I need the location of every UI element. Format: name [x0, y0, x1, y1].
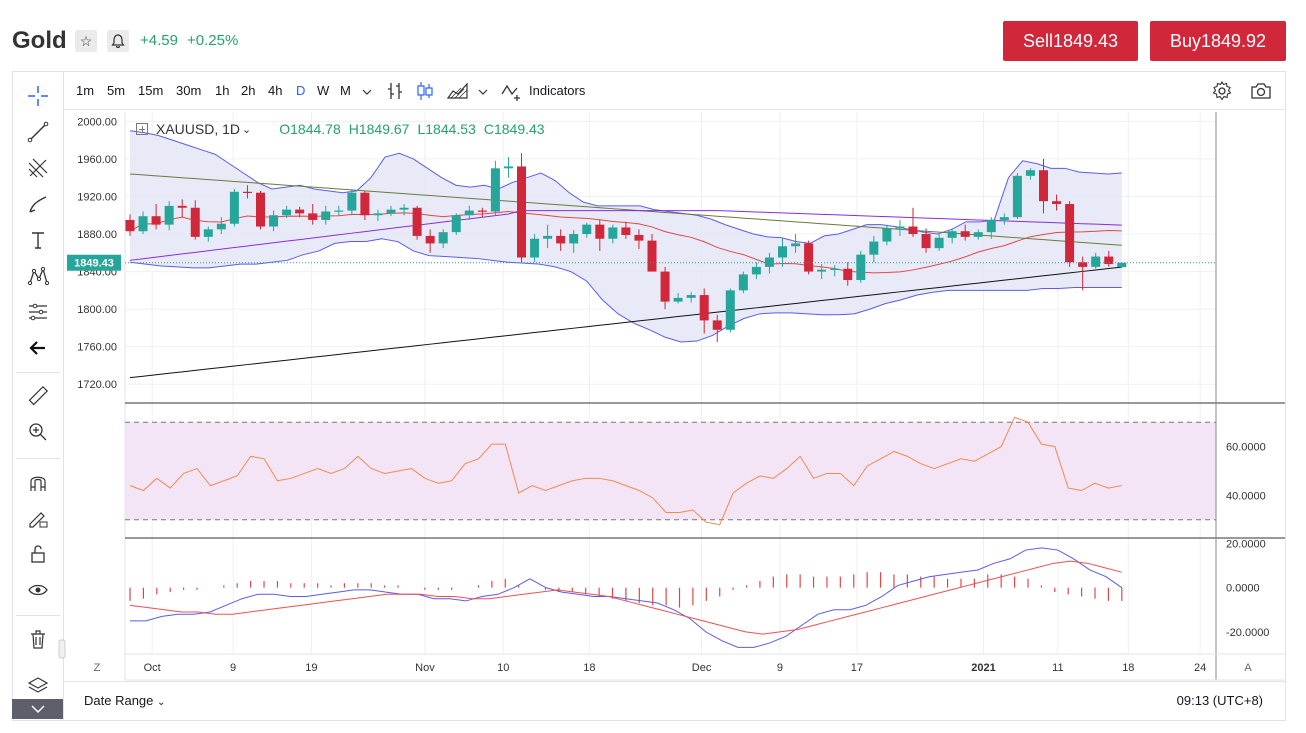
chevron-down-icon: ⌄	[157, 697, 166, 708]
legend-symbol: XAUUSD, 1D	[156, 121, 241, 137]
symbol-title: Gold	[12, 27, 67, 54]
camera-icon[interactable]	[1250, 81, 1272, 106]
legend-low: L1844.53	[417, 121, 476, 137]
chart-legend: XAUUSD, 1D ⌄ O1844.78 H1849.67 L1844.53 …	[136, 121, 545, 137]
buy-price: 1849.92	[1200, 30, 1267, 51]
trend-line-icon[interactable]	[26, 120, 50, 144]
sell-label: Sell	[1022, 30, 1053, 51]
lock-drawing-icon[interactable]	[26, 506, 50, 530]
drawing-toolbar	[12, 72, 64, 720]
change-absolute: +4.59	[140, 32, 178, 49]
pattern-icon[interactable]	[26, 264, 50, 288]
chevron-down-icon[interactable]: ⌄	[242, 123, 252, 136]
header: Gold ☆ +4.59 +0.25% Sell 1849.43 Buy 1849.…	[0, 0, 1306, 70]
magnet-icon[interactable]	[26, 470, 50, 494]
brush-icon[interactable]	[26, 192, 50, 216]
chevron-down-icon[interactable]	[478, 84, 488, 102]
unlock-icon[interactable]	[26, 542, 50, 566]
interval-1m[interactable]: 1m	[76, 83, 95, 98]
gear-icon[interactable]	[1212, 80, 1232, 106]
interval-5m[interactable]: 5m	[107, 83, 126, 98]
collapse-toolbar-button[interactable]	[12, 699, 63, 719]
date-range-button[interactable]: Date Range ⌄	[84, 693, 165, 708]
bar-chart-type-icon[interactable]	[386, 81, 404, 106]
text-icon[interactable]	[26, 228, 50, 252]
expand-legend-icon[interactable]	[136, 123, 148, 135]
indicators-icon[interactable]	[500, 82, 524, 107]
interval-2h[interactable]: 2h	[241, 83, 256, 98]
eye-icon[interactable]	[26, 578, 50, 602]
star-icon[interactable]: ☆	[75, 30, 97, 52]
clock: 09:13 (UTC+8)	[1176, 693, 1263, 708]
interval-m[interactable]: M	[340, 83, 351, 98]
bottom-bar: Date Range ⌄ 09:13 (UTC+8)	[64, 681, 1285, 720]
indicators-button[interactable]: Indicators	[529, 83, 586, 98]
buy-button[interactable]: Buy 1849.92	[1150, 21, 1286, 61]
chart-frame	[12, 71, 1286, 721]
legend-close: C1849.43	[483, 121, 545, 137]
sell-button[interactable]: Sell 1849.43	[1003, 21, 1138, 61]
area-chart-type-icon[interactable]	[446, 82, 469, 105]
interval-d[interactable]: D	[296, 83, 306, 98]
interval-30m[interactable]: 30m	[176, 83, 202, 98]
interval-w[interactable]: W	[317, 83, 330, 98]
layers-icon[interactable]	[26, 674, 50, 698]
prediction-icon[interactable]	[26, 300, 50, 324]
pitchfork-icon[interactable]	[26, 156, 50, 180]
ruler-icon[interactable]	[26, 384, 50, 408]
sell-price: 1849.43	[1052, 30, 1119, 51]
buy-label: Buy	[1169, 30, 1201, 51]
interval-1h[interactable]: 1h	[215, 83, 230, 98]
crosshair-icon[interactable]	[26, 84, 50, 108]
back-arrow-icon[interactable]	[26, 336, 50, 360]
interval-15m[interactable]: 15m	[138, 83, 164, 98]
interval-4h[interactable]: 4h	[268, 83, 283, 98]
date-range-label: Date Range	[84, 693, 154, 708]
candle-chart-type-icon[interactable]	[416, 81, 434, 106]
chevron-down-icon	[30, 705, 45, 714]
legend-high: H1849.67	[348, 121, 410, 137]
top-toolbar: 1m 5m 15m 30m 1h 2h 4h D W M Indicators	[64, 72, 1285, 110]
bell-icon[interactable]	[107, 30, 129, 52]
trash-icon[interactable]	[26, 627, 50, 651]
change-percent: +0.25%	[187, 32, 239, 49]
zoom-in-icon[interactable]	[26, 420, 50, 444]
legend-open: O1844.78	[279, 121, 341, 137]
chevron-down-icon[interactable]	[362, 84, 372, 102]
